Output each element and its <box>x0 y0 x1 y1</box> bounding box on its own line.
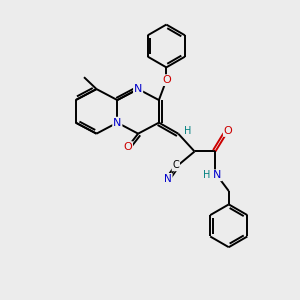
Text: N: N <box>113 118 122 128</box>
Text: N: N <box>164 174 172 184</box>
Text: O: O <box>123 142 132 152</box>
Text: O: O <box>162 75 171 85</box>
Text: N: N <box>134 84 142 94</box>
Text: N: N <box>213 170 222 180</box>
Text: H: H <box>184 126 192 136</box>
Text: O: O <box>224 126 233 136</box>
Text: H: H <box>203 170 210 180</box>
Text: C: C <box>172 160 179 170</box>
